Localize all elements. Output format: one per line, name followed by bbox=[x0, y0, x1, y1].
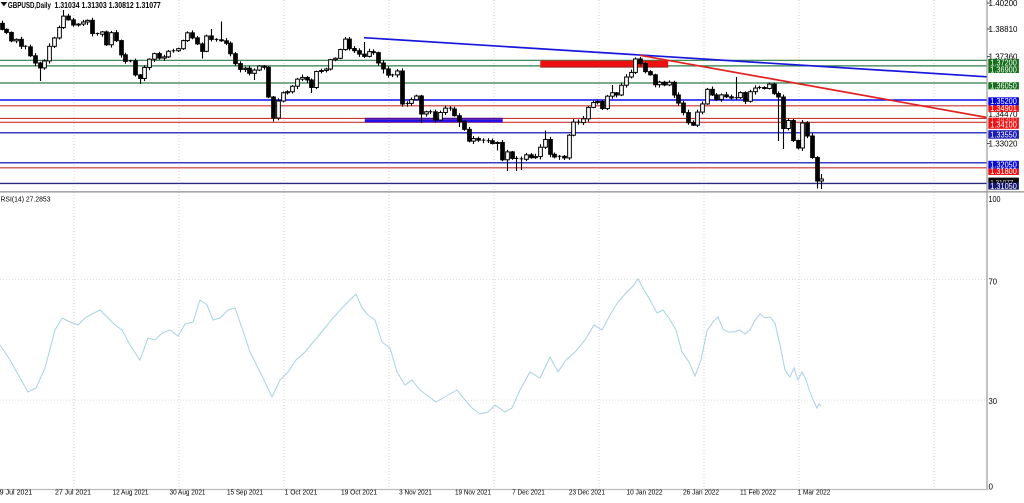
svg-text:1.35200: 1.35200 bbox=[990, 97, 1017, 106]
svg-text:15 Sep 2021: 15 Sep 2021 bbox=[227, 488, 263, 497]
svg-text:1.31050: 1.31050 bbox=[990, 182, 1017, 191]
svg-text:1.37360: 1.37360 bbox=[989, 53, 1018, 62]
svg-text:1.33550: 1.33550 bbox=[990, 130, 1017, 139]
svg-text:30: 30 bbox=[989, 397, 998, 406]
svg-text:10 Jan 2022: 10 Jan 2022 bbox=[627, 488, 663, 497]
svg-text:11 Feb 2022: 11 Feb 2022 bbox=[740, 488, 776, 497]
svg-text:1.31800: 1.31800 bbox=[990, 167, 1017, 176]
svg-text:1.36050: 1.36050 bbox=[990, 82, 1017, 91]
svg-text:23 Dec 2021: 23 Dec 2021 bbox=[569, 488, 605, 497]
svg-text:26 Jan 2022: 26 Jan 2022 bbox=[683, 488, 719, 497]
svg-text:1.36900: 1.36900 bbox=[990, 65, 1017, 74]
svg-text:3 Nov 2021: 3 Nov 2021 bbox=[399, 488, 432, 497]
svg-text:1.33020: 1.33020 bbox=[989, 139, 1018, 148]
svg-text:12 Aug 2021: 12 Aug 2021 bbox=[113, 488, 149, 497]
svg-text:1.34901: 1.34901 bbox=[990, 104, 1017, 113]
svg-text:1.34470: 1.34470 bbox=[989, 110, 1018, 119]
svg-text:27 Jul 2021: 27 Jul 2021 bbox=[55, 488, 91, 497]
svg-text:0: 0 bbox=[989, 482, 994, 491]
svg-text:30 Aug 2021: 30 Aug 2021 bbox=[170, 488, 206, 497]
svg-text:19 Nov 2021: 19 Nov 2021 bbox=[455, 488, 491, 497]
svg-text:70: 70 bbox=[989, 278, 998, 287]
svg-text:GBPUSD,Daily: GBPUSD,Daily bbox=[8, 1, 52, 10]
svg-text:1 Oct 2021: 1 Oct 2021 bbox=[285, 488, 318, 497]
svg-text:19 Oct 2021: 19 Oct 2021 bbox=[341, 488, 377, 497]
svg-text:1 Mar 2022: 1 Mar 2022 bbox=[798, 488, 831, 497]
svg-text:9 Jul 2021: 9 Jul 2021 bbox=[0, 488, 32, 497]
svg-text:7 Dec 2021: 7 Dec 2021 bbox=[512, 488, 545, 497]
svg-text:RSI(14) 27.2853: RSI(14) 27.2853 bbox=[1, 195, 51, 204]
svg-text:1.34100: 1.34100 bbox=[990, 120, 1017, 129]
svg-text:1.37200: 1.37200 bbox=[990, 58, 1017, 67]
svg-text:1.32050: 1.32050 bbox=[990, 161, 1017, 170]
svg-text:1.34300: 1.34300 bbox=[990, 116, 1017, 125]
svg-text:1.31034 1.31303 1.30812 1.3107: 1.31034 1.31303 1.30812 1.31077 bbox=[55, 1, 161, 10]
svg-text:1.38810: 1.38810 bbox=[989, 25, 1018, 34]
svg-text:100: 100 bbox=[989, 195, 1001, 204]
svg-text:1.40200: 1.40200 bbox=[989, 0, 1018, 8]
